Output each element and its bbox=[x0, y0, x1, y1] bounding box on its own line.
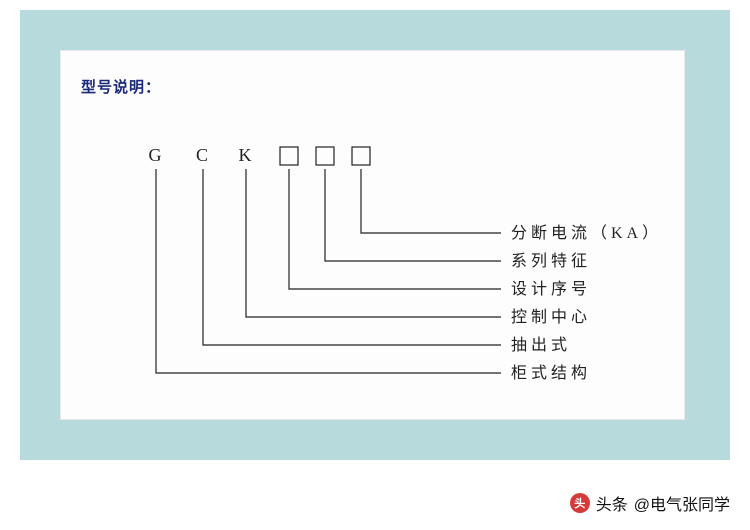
leader-p4 bbox=[289, 169, 501, 289]
desc-label-p2: 抽出式 bbox=[511, 336, 571, 354]
watermark-prefix: 头条 bbox=[596, 491, 628, 515]
designation-diagram: G 柜式结构 C 抽出式 K 控制中心 设计序号 系列特征 分断电流（KA） bbox=[111, 141, 671, 401]
desc-label-p6: 分断电流（KA） bbox=[511, 224, 662, 242]
watermark-author: @电气张同学 bbox=[634, 491, 730, 515]
diagram-title: 型号说明： bbox=[81, 76, 161, 97]
leader-p1 bbox=[156, 169, 501, 373]
watermark: 头 头条 @电气张同学 bbox=[570, 491, 730, 515]
code-box-p6 bbox=[352, 147, 370, 165]
desc-label-p5: 系列特征 bbox=[511, 252, 591, 270]
outer-panel: 型号说明： G 柜式结构 C 抽出式 K 控制中心 设计序号 系列特征 分断电流（KA） bbox=[20, 10, 730, 460]
code-box-p5 bbox=[316, 147, 334, 165]
leader-p5 bbox=[325, 169, 501, 261]
inner-panel: 型号说明： G 柜式结构 C 抽出式 K 控制中心 设计序号 系列特征 分断电流（KA） bbox=[60, 50, 685, 420]
desc-label-p1: 柜式结构 bbox=[511, 364, 591, 382]
code-symbol-p3: K bbox=[239, 145, 254, 165]
toutiao-icon: 头 bbox=[570, 493, 590, 513]
leader-p3 bbox=[246, 169, 501, 317]
code-symbol-p2: C bbox=[196, 145, 210, 165]
desc-label-p4: 设计序号 bbox=[511, 280, 591, 298]
leader-p6 bbox=[361, 169, 501, 233]
leader-p2 bbox=[203, 169, 501, 345]
code-symbol-p1: G bbox=[149, 145, 164, 165]
code-box-p4 bbox=[280, 147, 298, 165]
desc-label-p3: 控制中心 bbox=[511, 308, 591, 326]
